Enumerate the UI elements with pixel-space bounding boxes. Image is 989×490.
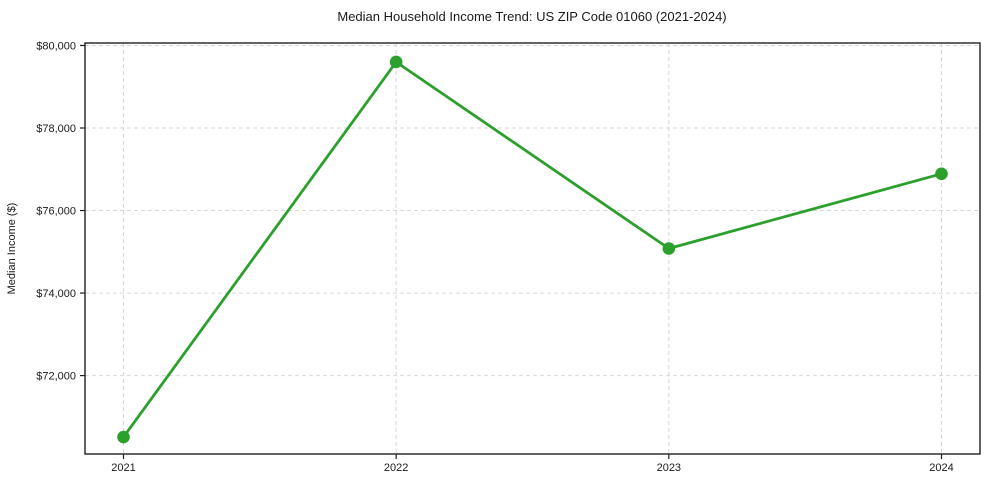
plot-border [84, 42, 981, 455]
trend-line [122, 60, 943, 439]
x-tick-label: 2024 [929, 462, 953, 474]
grid-layer [85, 43, 980, 454]
data-point-2023 [662, 242, 676, 255]
x-tick-label: 2022 [384, 462, 408, 474]
data-point-2024 [935, 167, 948, 181]
data-point-2021 [117, 430, 130, 444]
axis-layer: 2021 2022 2023 2024 $72,000 $74,000 $76,000 $78… [36, 40, 954, 474]
y-tick-label: $80,000 [36, 40, 76, 52]
series-layer [117, 55, 948, 444]
y-tick-label: $78,000 [36, 123, 76, 135]
chart-title: Median Household Income Trend: US ZIP Co… [337, 9, 726, 24]
y-tick-label: $74,000 [36, 288, 76, 300]
y-tick-label: $76,000 [36, 206, 76, 218]
y-tick-label: $72,000 [36, 371, 76, 383]
x-tick-label: 2021 [111, 462, 135, 474]
data-point-2022 [389, 55, 403, 69]
x-tick-label: 2023 [657, 462, 681, 474]
y-axis-label: Median Income ($) [6, 203, 18, 295]
